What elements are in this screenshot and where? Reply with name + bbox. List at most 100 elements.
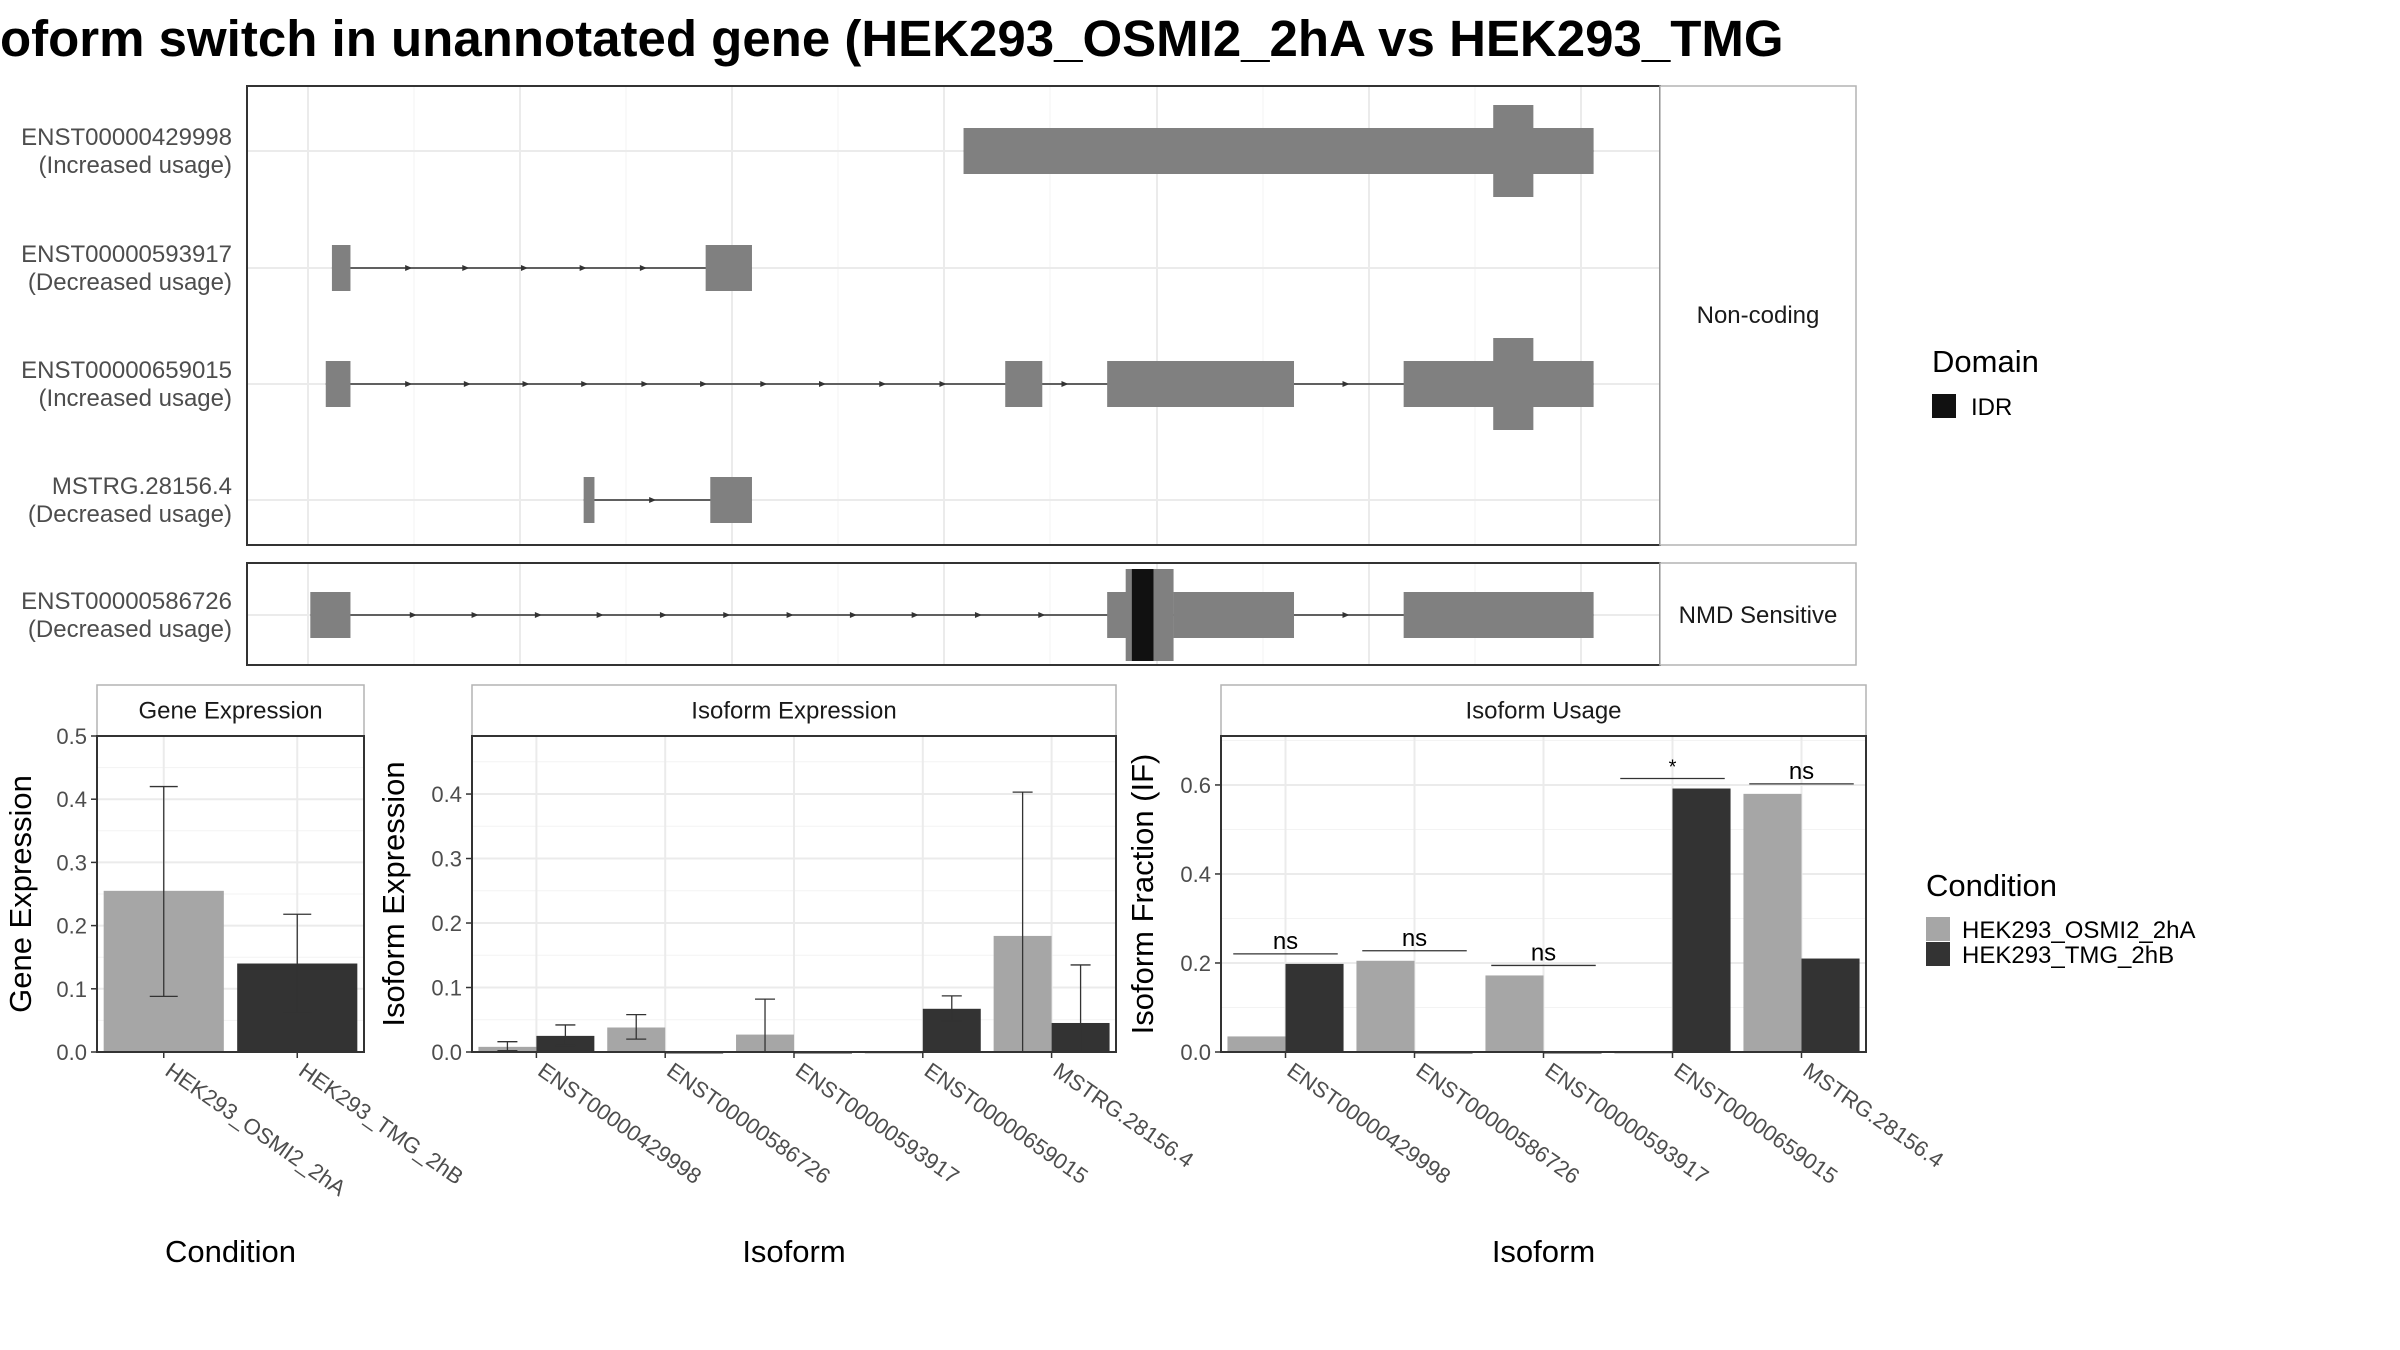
intron-direction-arrow — [405, 381, 413, 387]
bar-osmi — [1485, 975, 1544, 1052]
intron-direction-arrow — [639, 265, 647, 271]
intron-direction-arrow — [581, 381, 589, 387]
strip-label-nmd-sensitive: NMD Sensitive — [1679, 602, 1838, 629]
exon-block — [310, 592, 351, 638]
bar-osmi — [1227, 1036, 1286, 1052]
intron-direction-arrow — [462, 265, 470, 271]
intron-direction-arrow — [849, 612, 857, 618]
intron-direction-arrow — [1061, 381, 1069, 387]
transcript-id-label: ENST00000586726 — [21, 588, 232, 615]
intron-direction-arrow — [1342, 381, 1350, 387]
exon-block — [1493, 105, 1534, 197]
y-tick-label: 0.5 — [56, 724, 87, 749]
bar-tmg — [1672, 788, 1731, 1052]
strip-non-coding — [1659, 85, 1857, 546]
y-axis-title: Isoform Expression — [376, 761, 411, 1026]
intron-direction-arrow — [1342, 612, 1350, 618]
exon-block — [1173, 592, 1295, 638]
y-tick-label: 0.0 — [1180, 1040, 1211, 1065]
y-tick-label: 0.2 — [431, 911, 462, 936]
transcript-usage-label: (Decreased usage) — [28, 616, 232, 643]
x-axis-title: Condition — [165, 1234, 296, 1269]
y-axis-title: Gene Expression — [3, 775, 38, 1013]
chart-strip — [96, 684, 365, 737]
intron-direction-arrow — [522, 381, 530, 387]
transcript-usage-label: (Decreased usage) — [28, 269, 232, 296]
y-tick-label: 0.2 — [1180, 951, 1211, 976]
intron-direction-arrow — [760, 381, 768, 387]
intron-direction-arrow — [596, 612, 604, 618]
y-tick-label: 0.0 — [431, 1040, 462, 1065]
figure-title: oform switch in unannotated gene (HEK293… — [0, 10, 1784, 67]
condition-legend-title: Condition — [1926, 868, 2057, 903]
idr-domain — [1131, 569, 1154, 661]
x-axis-title: Isoform — [1492, 1234, 1595, 1269]
intron-direction-arrow — [649, 497, 657, 503]
transcript-id-label: ENST00000593917 — [21, 241, 232, 268]
y-tick-label: 0.4 — [56, 787, 87, 812]
intron-direction-arrow — [723, 612, 731, 618]
domain-legend-label-idr: IDR — [1971, 394, 2012, 421]
intron-direction-arrow — [786, 612, 794, 618]
domain-legend-title: Domain — [1932, 344, 2039, 379]
domain-legend-key-idr — [1932, 394, 1956, 418]
condition-legend-label-tmg: HEK293_TMG_2hB — [1962, 942, 2174, 969]
bar-tmg — [1801, 958, 1860, 1052]
transcript-id-label: ENST00000659015 — [21, 357, 232, 384]
intron-direction-arrow — [1038, 612, 1046, 618]
domain-legend: Domain IDR — [1932, 344, 2039, 421]
significance-label: ns — [1273, 928, 1298, 955]
transcript-usage-label: (Increased usage) — [39, 152, 232, 179]
chart-title: Isoform Usage — [1465, 698, 1621, 725]
exon-block — [1493, 338, 1534, 430]
intron-direction-arrow — [409, 612, 417, 618]
x-axis-title: Isoform — [742, 1234, 845, 1269]
intron-direction-arrow — [520, 265, 528, 271]
intron-direction-arrow — [579, 265, 587, 271]
exon-block — [705, 245, 752, 291]
intron-direction-arrow — [974, 612, 982, 618]
condition-legend-label-osmi: HEK293_OSMI2_2hA — [1962, 917, 2195, 944]
intron-direction-arrow — [534, 612, 542, 618]
transcript-usage-label: (Decreased usage) — [28, 501, 232, 528]
y-tick-label: 0.2 — [56, 914, 87, 939]
chart-title: Isoform Expression — [691, 698, 896, 725]
exon-block — [1403, 592, 1594, 638]
bar-osmi — [1743, 793, 1802, 1052]
significance-label: * — [1669, 757, 1677, 779]
significance-label: ns — [1402, 925, 1427, 952]
exon-block — [1005, 361, 1043, 407]
exon-block — [1107, 361, 1295, 407]
y-tick-label: 0.3 — [431, 847, 462, 872]
intron-direction-arrow — [700, 381, 708, 387]
intron-direction-arrow — [641, 381, 649, 387]
intron-direction-arrow — [879, 381, 887, 387]
y-axis-title: Isoform Fraction (IF) — [1125, 754, 1160, 1035]
significance-label: ns — [1789, 758, 1814, 785]
chart-panel-border — [96, 735, 365, 1053]
transcript-id-label: ENST00000429998 — [21, 124, 232, 151]
exon-block — [583, 477, 595, 523]
exon-block — [710, 477, 752, 523]
intron-direction-arrow — [939, 381, 947, 387]
strip-label-non-coding: Non-coding — [1697, 302, 1820, 329]
strip-nmd-sensitive — [1659, 562, 1857, 666]
y-tick-label: 0.0 — [56, 1040, 87, 1065]
transcript-labels: ENST00000429998(Increased usage) ENST0000… — [21, 124, 232, 643]
intron-direction-arrow — [911, 612, 919, 618]
intron-direction-arrow — [659, 612, 667, 618]
exon-block — [325, 361, 351, 407]
y-tick-label: 0.3 — [56, 850, 87, 875]
condition-legend-key-tmg — [1926, 942, 1950, 966]
transcript-tracks — [310, 105, 1594, 661]
y-tick-label: 0.4 — [1180, 862, 1211, 887]
bar-osmi — [1356, 960, 1415, 1052]
intron-direction-arrow — [471, 612, 479, 618]
y-tick-label: 0.1 — [431, 976, 462, 1001]
intron-direction-arrow — [405, 265, 413, 271]
transcript-structure-panel: ENST00000429998(Increased usage) ENST0000… — [21, 85, 1857, 666]
y-tick-label: 0.6 — [1180, 773, 1211, 798]
condition-legend: Condition HEK293_OSMI2_2hA HEK293_TMG_2h… — [1926, 868, 2195, 969]
